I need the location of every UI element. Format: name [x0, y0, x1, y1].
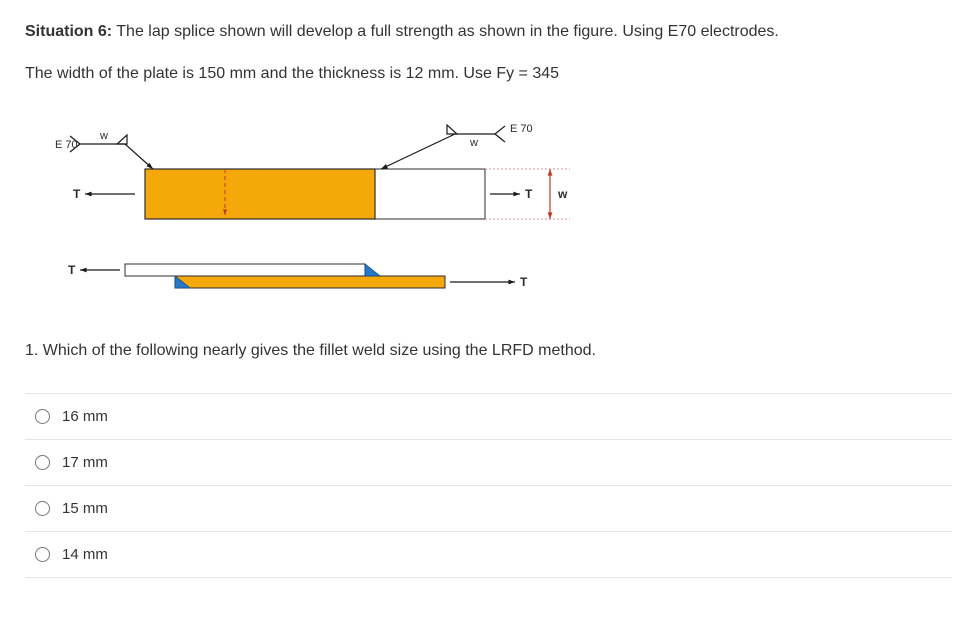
option-radio[interactable]: [35, 501, 50, 516]
option-label: 16 mm: [62, 408, 108, 425]
svg-text:w: w: [557, 187, 568, 201]
svg-text:T: T: [68, 263, 76, 277]
svg-text:T: T: [525, 187, 533, 201]
svg-text:w: w: [99, 130, 108, 142]
question-number: 1.: [25, 342, 38, 359]
situation-text: The lap splice shown will develop a full…: [116, 23, 779, 40]
svg-text:T: T: [73, 187, 81, 201]
option-row[interactable]: 14 mm: [25, 532, 952, 578]
option-row[interactable]: 15 mm: [25, 486, 952, 532]
option-radio[interactable]: [35, 547, 50, 562]
option-row[interactable]: 16 mm: [25, 394, 952, 440]
option-radio[interactable]: [35, 455, 50, 470]
spec-line: The width of the plate is 150 mm and the…: [25, 62, 952, 86]
option-label: 17 mm: [62, 454, 108, 471]
situation-label: Situation 6:: [25, 23, 112, 40]
option-label: 14 mm: [62, 546, 108, 563]
svg-text:T: T: [520, 275, 528, 289]
figure: E 70 w E 70 w T Tw T T: [25, 114, 952, 309]
question-text: Which of the following nearly gives the …: [43, 342, 596, 359]
svg-text:E 70: E 70: [510, 123, 533, 135]
situation-line: Situation 6: The lap splice shown will d…: [25, 20, 952, 44]
question-line: 1. Which of the following nearly gives t…: [25, 339, 952, 363]
options-list: 16 mm 17 mm 15 mm 14 mm: [25, 393, 952, 578]
svg-text:E 70: E 70: [55, 139, 78, 151]
svg-text:w: w: [469, 137, 478, 149]
option-label: 15 mm: [62, 500, 108, 517]
option-row[interactable]: 17 mm: [25, 440, 952, 486]
option-radio[interactable]: [35, 409, 50, 424]
